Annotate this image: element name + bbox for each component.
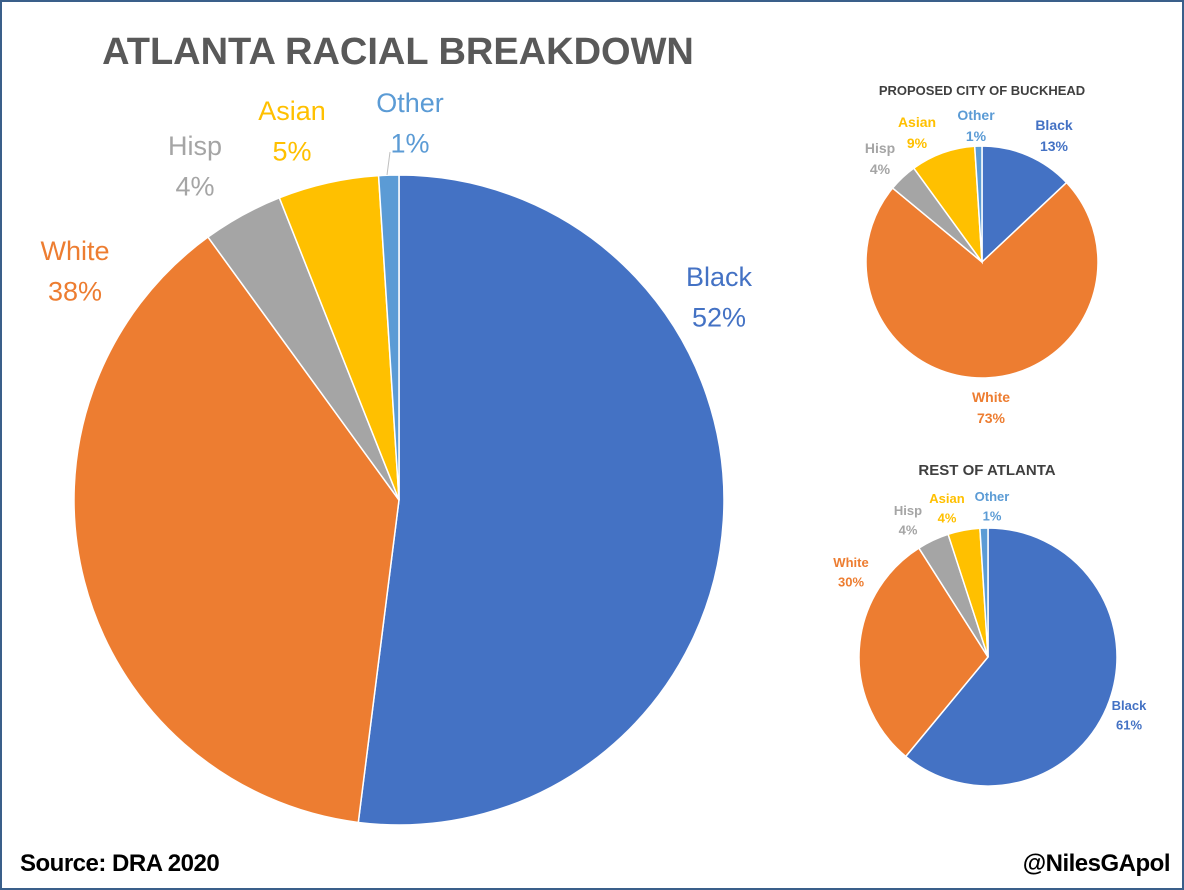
slice-label-hisp: Hisp: [894, 503, 922, 518]
pie-slice-black: [981, 145, 1068, 264]
pie-slice-black: [357, 174, 725, 826]
slice-value-white: 38%: [48, 277, 102, 307]
pie-slice-white: [858, 547, 989, 758]
slice-label-asian: Asian: [258, 96, 326, 126]
pie-chart-proposed-city-of-buckhead: PROPOSED CITY OF BUCKHEAD Black 13% White 73…: [865, 83, 1099, 426]
slice-label-white: White: [833, 555, 868, 570]
slice-value-asian: 4%: [938, 511, 957, 526]
slice-value-hisp: 4%: [899, 523, 918, 538]
slice-label-other: Other: [975, 489, 1010, 504]
slice-value-black: 52%: [692, 303, 746, 333]
slice-value-white: 30%: [838, 575, 864, 590]
slice-label-other: Other: [957, 107, 995, 123]
slice-label-hisp: Hisp: [865, 140, 895, 156]
slice-label-black: Black: [1035, 117, 1073, 133]
pie-chart-rest-of-atlanta: REST OF ATLANTA Black 61% White 30% Hisp 4% Asi…: [833, 462, 1147, 787]
chart-title: PROPOSED CITY OF BUCKHEAD: [879, 83, 1085, 98]
chart-title: REST OF ATLANTA: [918, 462, 1055, 479]
slice-label-black: Black: [1112, 698, 1147, 713]
slice-value-hisp: 4%: [175, 172, 214, 202]
pie-slice-white: [865, 181, 1099, 379]
slice-value-black: 61%: [1116, 718, 1142, 733]
slice-value-asian: 5%: [272, 137, 311, 167]
slice-label-hisp: Hisp: [168, 131, 222, 161]
slice-value-other: 1%: [390, 129, 429, 159]
slice-value-white: 73%: [977, 410, 1006, 426]
pie-slice-black: [904, 527, 1118, 787]
slice-value-other: 1%: [983, 509, 1002, 524]
slice-value-black: 13%: [1040, 138, 1069, 154]
slice-label-white: White: [40, 236, 109, 266]
slice-label-asian: Asian: [898, 114, 936, 130]
slice-label-asian: Asian: [929, 491, 964, 506]
pie-slice-other: [377, 174, 400, 501]
pie-chart-atlanta-racial-breakdown: ATLANTA RACIAL BREAKDOWN Black 52% White 38%…: [40, 31, 753, 826]
pie-slice-white: [73, 236, 400, 824]
pie-slice-other: [973, 145, 983, 263]
leader-line-other: [386, 151, 391, 176]
slice-value-hisp: 4%: [870, 161, 891, 177]
pie-slice-other: [979, 527, 989, 658]
slice-label-white: White: [972, 389, 1010, 405]
slice-label-black: Black: [686, 262, 753, 292]
slice-label-other: Other: [376, 88, 444, 118]
chart-title: ATLANTA RACIAL BREAKDOWN: [102, 31, 694, 73]
slice-value-other: 1%: [966, 128, 987, 144]
slice-value-asian: 9%: [907, 135, 928, 151]
author-handle: @NilesGApol: [1022, 850, 1171, 877]
source-note: Source: DRA 2020: [20, 850, 220, 877]
